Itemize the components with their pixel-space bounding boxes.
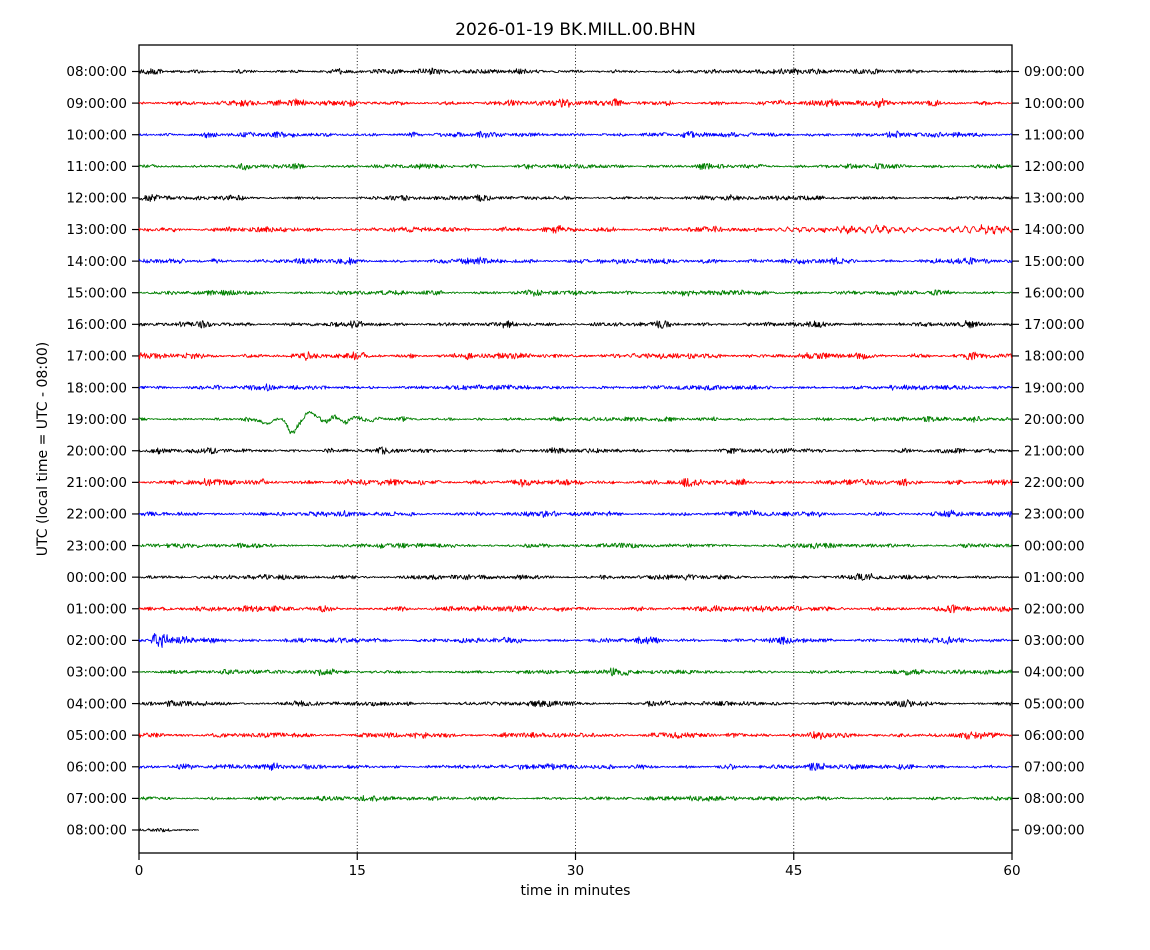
local-time-label: 13:00:00 (1024, 191, 1085, 207)
utc-time-label: 02:00:00 (66, 633, 127, 649)
local-time-label: 01:00:00 (1024, 570, 1085, 586)
local-time-label: 00:00:00 (1024, 538, 1085, 554)
seismic-trace (138, 633, 1013, 648)
local-time-label: 15:00:00 (1024, 254, 1085, 270)
seismic-trace (139, 762, 1013, 771)
utc-time-label: 14:00:00 (66, 254, 127, 270)
x-tick-label: 45 (785, 863, 802, 879)
utc-time-label: 10:00:00 (66, 127, 127, 143)
seismic-trace (138, 67, 1013, 76)
seismic-trace (138, 795, 1013, 802)
utc-time-label: 18:00:00 (66, 380, 127, 396)
x-axis-label: time in minutes (521, 883, 631, 899)
local-time-label: 03:00:00 (1024, 633, 1085, 649)
utc-time-label: 08:00:00 (66, 823, 127, 839)
x-tick-label: 15 (349, 863, 366, 879)
utc-time-label: 13:00:00 (66, 222, 127, 238)
local-time-label: 19:00:00 (1024, 380, 1085, 396)
seismic-trace (138, 542, 1013, 550)
utc-time-label: 15:00:00 (66, 285, 127, 301)
local-time-label: 22:00:00 (1024, 475, 1085, 491)
seismic-trace (138, 319, 1013, 329)
local-time-label: 06:00:00 (1024, 728, 1085, 744)
seismic-trace (138, 573, 1013, 581)
y-axis-label: UTC (local time = UTC - 08:00) (35, 342, 51, 557)
x-tick-label: 0 (135, 863, 144, 879)
local-time-label: 20:00:00 (1024, 412, 1085, 428)
local-time-label: 05:00:00 (1024, 696, 1085, 712)
seismic-trace (138, 130, 1013, 139)
utc-time-label: 16:00:00 (66, 317, 127, 333)
utc-time-label: 03:00:00 (66, 665, 127, 681)
seismic-trace (138, 731, 1013, 740)
local-time-label: 16:00:00 (1024, 285, 1085, 301)
utc-time-label: 22:00:00 (66, 507, 127, 523)
x-tick-label: 30 (567, 863, 584, 879)
utc-time-label: 08:00:00 (66, 64, 127, 80)
utc-time-label: 00:00:00 (66, 570, 127, 586)
utc-time-label: 19:00:00 (66, 412, 127, 428)
local-time-label: 07:00:00 (1024, 760, 1085, 776)
seismic-trace (138, 162, 1013, 171)
seismic-trace (138, 477, 1013, 488)
seismic-trace (138, 193, 1013, 202)
utc-time-label: 12:00:00 (66, 191, 127, 207)
local-time-label: 14:00:00 (1024, 222, 1085, 238)
seismic-trace (138, 509, 1013, 518)
seismic-trace (138, 383, 1013, 392)
local-time-label: 11:00:00 (1024, 127, 1085, 143)
local-time-label: 21:00:00 (1024, 443, 1085, 459)
local-time-label: 12:00:00 (1024, 159, 1085, 175)
local-time-label: 17:00:00 (1024, 317, 1085, 333)
utc-time-label: 04:00:00 (66, 696, 127, 712)
seismic-trace (138, 98, 1013, 109)
seismic-trace (138, 224, 1013, 235)
utc-time-label: 17:00:00 (66, 349, 127, 365)
utc-time-label: 23:00:00 (66, 538, 127, 554)
local-time-label: 18:00:00 (1024, 349, 1085, 365)
utc-time-label: 21:00:00 (66, 475, 127, 491)
seismic-trace (138, 699, 1013, 708)
local-time-label: 09:00:00 (1024, 64, 1085, 80)
local-time-label: 08:00:00 (1024, 791, 1085, 807)
seismic-trace (138, 667, 1013, 677)
local-time-label: 02:00:00 (1024, 601, 1085, 617)
local-time-label: 04:00:00 (1024, 665, 1085, 681)
seismic-trace (138, 410, 1013, 435)
seismic-trace (138, 604, 1013, 614)
utc-time-label: 01:00:00 (66, 601, 127, 617)
seismic-trace (138, 351, 1013, 361)
utc-time-label: 20:00:00 (66, 443, 127, 459)
utc-time-label: 07:00:00 (66, 791, 127, 807)
chart-title: 2026-01-19 BK.MILL.00.BHN (455, 20, 696, 40)
utc-time-label: 09:00:00 (66, 96, 127, 112)
local-time-label: 10:00:00 (1024, 96, 1085, 112)
utc-time-label: 06:00:00 (66, 760, 127, 776)
utc-time-label: 05:00:00 (66, 728, 127, 744)
seismic-trace (138, 446, 1012, 455)
local-time-label: 23:00:00 (1024, 507, 1085, 523)
utc-time-label: 11:00:00 (66, 159, 127, 175)
x-tick-label: 60 (1003, 863, 1020, 879)
seismic-trace (138, 256, 1013, 266)
plot-content: 0 15 30 45 60 08:00:00 09:00:00 09:00:00 10:00:0… (66, 44, 1085, 879)
seismic-trace (138, 827, 200, 833)
seismic-trace (138, 289, 1013, 297)
local-time-label: 09:00:00 (1024, 823, 1085, 839)
